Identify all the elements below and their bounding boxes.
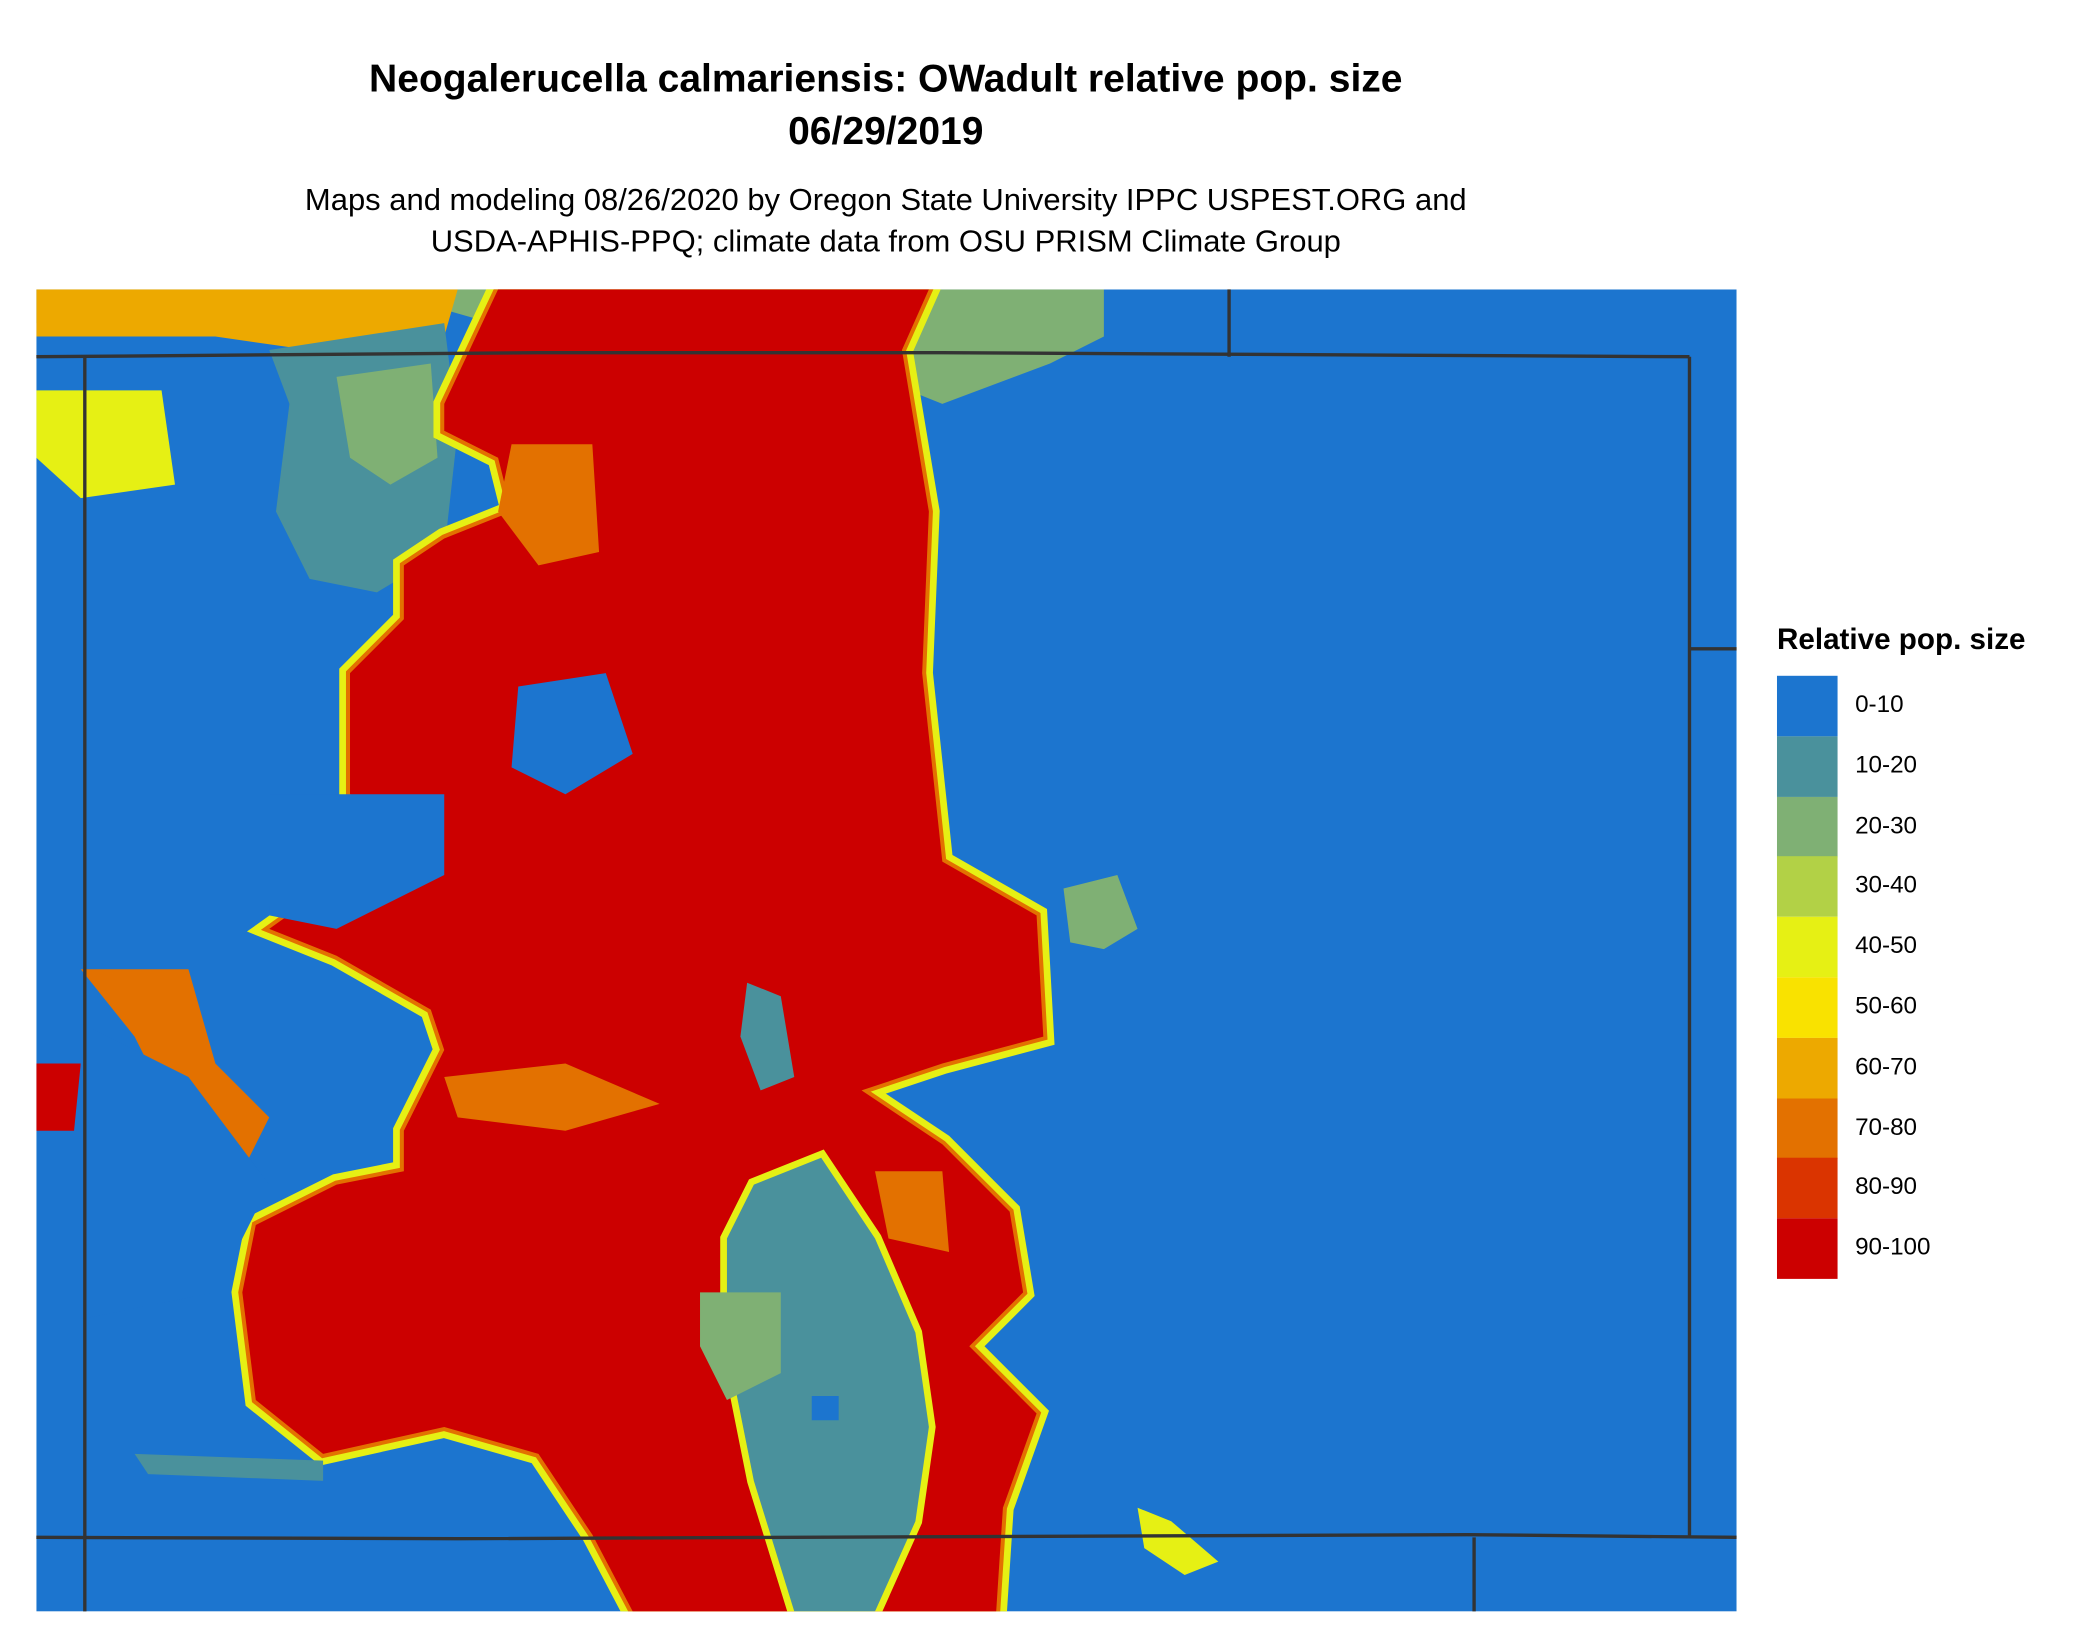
legend-label: 70-80 <box>1855 1112 1918 1140</box>
region-10-20 <box>740 982 795 1091</box>
legend-label: 40-50 <box>1855 931 1918 959</box>
legend-item: 20-30 <box>1776 796 2073 857</box>
region-20-30 <box>1063 875 1138 950</box>
region-60-70 <box>36 289 458 351</box>
region-0-10 <box>511 673 633 795</box>
legend-swatch <box>1776 977 1838 1038</box>
region-70-80 <box>498 444 600 566</box>
state-border <box>36 351 1690 359</box>
legend-swatch <box>1776 856 1838 918</box>
region-10-20 <box>726 1157 929 1612</box>
region-70-80 <box>444 1063 660 1131</box>
subtitle-line-2: USDA-APHIS-PPQ; climate data from OSU PR… <box>430 223 1341 259</box>
legend-label: 20-30 <box>1855 811 1918 839</box>
legend-item: 30-40 <box>1776 856 2073 918</box>
legend-swatch <box>1776 917 1838 978</box>
legend-label: 10-20 <box>1855 750 1918 778</box>
legend-label: 0-10 <box>1855 690 1904 718</box>
legend-label: 80-90 <box>1855 1173 1918 1200</box>
legend-item: 50-60 <box>1776 977 2073 1038</box>
subtitle-line-1: Maps and modeling 08/26/2020 by Oregon S… <box>304 181 1467 217</box>
legend-swatch <box>1776 1097 1838 1159</box>
legend-item: 0-10 <box>1776 675 2073 737</box>
region-0-10 <box>811 1396 839 1421</box>
map-title: Neogalerucella calmariensis: OWadult rel… <box>369 57 1403 101</box>
legend-swatch <box>1776 1218 1838 1280</box>
legend-swatch <box>1776 736 1838 797</box>
region-20-30 <box>336 363 438 485</box>
legend-swatch <box>1776 675 1838 737</box>
legend-label: 30-40 <box>1855 871 1918 899</box>
map-date: 06/29/2019 <box>788 110 984 154</box>
region-10-20 <box>134 1453 324 1481</box>
region-40-50 <box>1137 1507 1219 1576</box>
legend-swatch <box>1776 1158 1838 1219</box>
legend-item: 60-70 <box>1776 1037 2073 1099</box>
legend-item: 10-20 <box>1776 736 2073 797</box>
region-90-100 <box>36 1063 81 1131</box>
legend-label: 50-60 <box>1855 992 1918 1020</box>
legend-label: 90-100 <box>1855 1233 1931 1261</box>
region-70-80 <box>875 1171 950 1252</box>
region-0-10 <box>269 794 445 929</box>
legend-item: 80-90 <box>1776 1158 2073 1219</box>
legend-item: 40-50 <box>1776 917 2073 978</box>
region-0-10 <box>80 1023 270 1320</box>
state-border <box>36 1532 1737 1541</box>
region-20-30 <box>700 1292 781 1401</box>
legend-item: 70-80 <box>1776 1097 2073 1159</box>
legend-swatch <box>1776 796 1838 857</box>
legend-label: 60-70 <box>1855 1052 1918 1080</box>
region-40-50 <box>36 390 176 499</box>
legend-item: 90-100 <box>1776 1218 2073 1280</box>
legend-swatch <box>1776 1037 1838 1099</box>
legend-title: Relative pop. size <box>1776 621 2026 656</box>
